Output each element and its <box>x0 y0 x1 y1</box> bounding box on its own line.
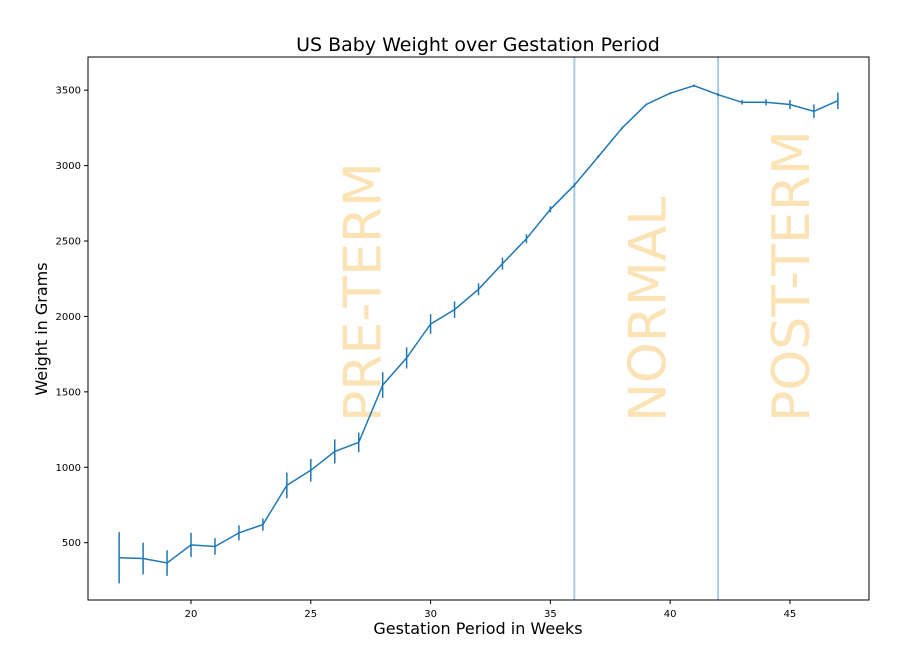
y-axis-label: Weight in Grams <box>32 262 51 395</box>
region-label: POST-TERM <box>762 130 822 422</box>
x-tick-label: 30 <box>424 609 437 620</box>
x-tick-label: 40 <box>664 609 677 620</box>
x-tick-label: 25 <box>304 609 317 620</box>
y-tick-label: 2500 <box>56 237 81 248</box>
y-tick-label: 1500 <box>56 387 81 398</box>
x-tick-label: 35 <box>544 609 557 620</box>
y-tick-label: 500 <box>62 538 81 549</box>
series-line <box>119 84 839 564</box>
region-labels: PRE-TERM NORMAL POST-TERM <box>333 130 822 422</box>
x-axis-ticks: 20 25 30 35 40 45 <box>185 600 797 620</box>
x-tick-label: 45 <box>784 609 797 620</box>
reference-lines <box>573 57 720 600</box>
plot-frame <box>87 56 870 601</box>
y-axis-ticks: 500 1000 1500 2000 2500 3000 3500 <box>56 86 88 549</box>
y-tick-label: 3500 <box>56 86 81 97</box>
region-label: NORMAL <box>618 197 678 422</box>
x-tick-label: 20 <box>185 609 198 620</box>
chart-title: US Baby Weight over Gestation Period <box>296 34 660 56</box>
y-tick-label: 2000 <box>56 312 81 323</box>
x-axis-label: Gestation Period in Weeks <box>373 619 582 638</box>
y-tick-label: 1000 <box>56 463 81 474</box>
y-tick-label: 3000 <box>56 161 81 172</box>
